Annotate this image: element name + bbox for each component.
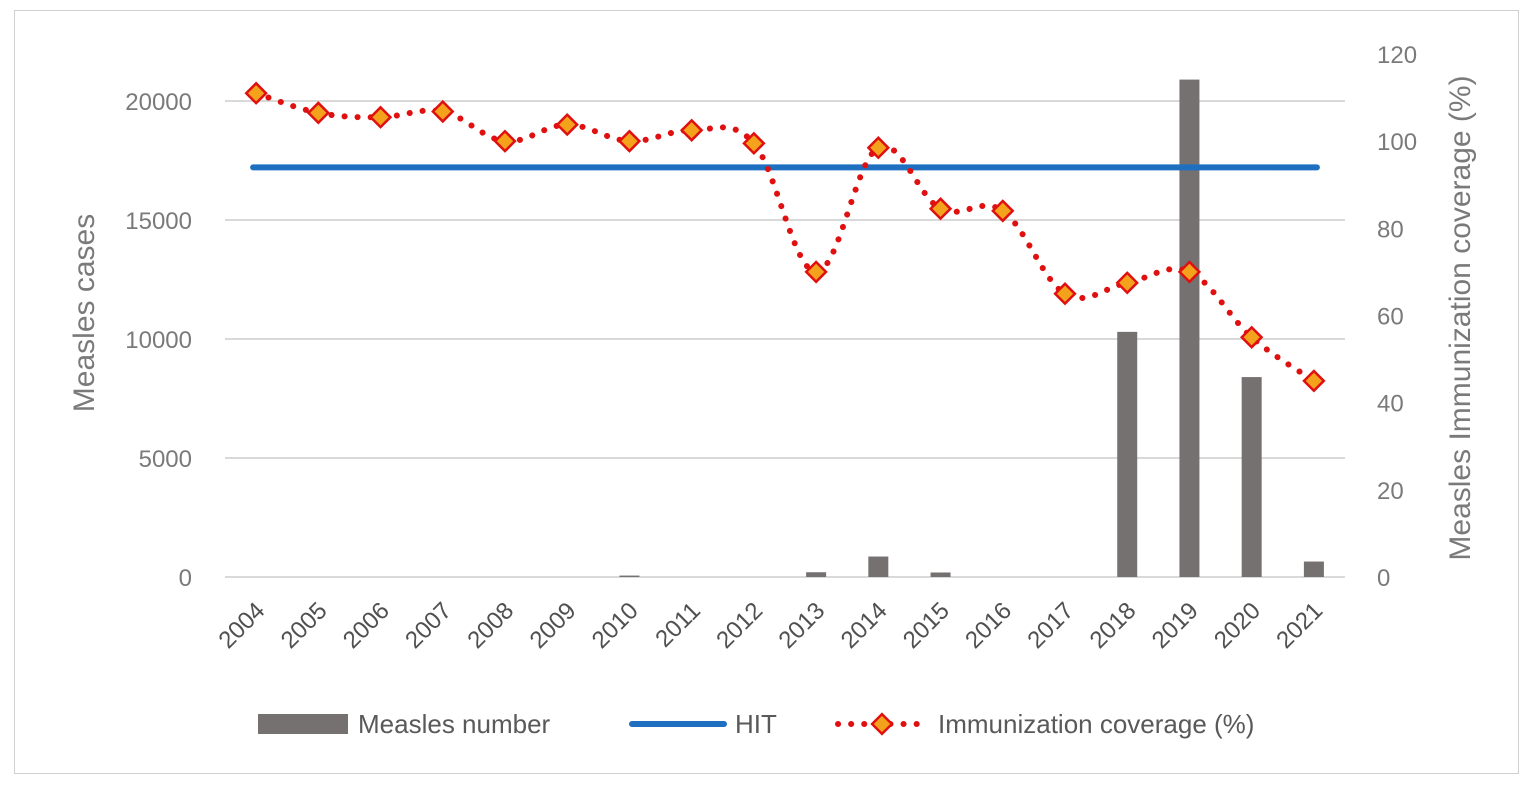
y2-tick-label: 20 (1377, 478, 1404, 505)
x-tick-label: 2013 (774, 597, 831, 654)
y-tick-label: 10000 (125, 327, 192, 354)
x-tick-label: 2018 (1085, 597, 1142, 654)
immunization-marker (368, 105, 393, 129)
immunization-marker (804, 260, 828, 284)
x-tick-label: 2016 (960, 597, 1017, 654)
markers (244, 81, 1326, 393)
x-tick-label: 2012 (711, 597, 768, 654)
immunization-marker (1177, 260, 1202, 284)
bar (619, 575, 640, 577)
bar (930, 572, 951, 577)
chart-frame (14, 10, 1519, 774)
y-tick-label: 0 (179, 565, 192, 592)
y2-tick-label: 60 (1377, 304, 1404, 331)
x-tick-label: 2010 (587, 597, 644, 654)
legend-label-immunization: Immunization coverage (%) (938, 709, 1254, 739)
x-tick-label: 2017 (1022, 597, 1079, 654)
x-tick-label: 2007 (400, 597, 457, 654)
gridlines (225, 100, 1345, 578)
bar (1117, 331, 1138, 577)
y-axis-ticks: 0 5000 10000 15000 20000 (125, 89, 192, 592)
immunization-marker (1239, 325, 1264, 349)
x-tick-label: 2006 (338, 597, 395, 654)
immunization-marker (493, 129, 517, 153)
immunization-marker (555, 112, 579, 137)
y2-tick-label: 0 (1377, 565, 1390, 592)
bar (1303, 561, 1324, 577)
immunization-marker (866, 136, 891, 160)
immunization-marker (991, 199, 1015, 223)
x-tick-label: 2005 (276, 597, 333, 654)
lines (250, 90, 1320, 384)
y-axis-title: Measles cases (68, 214, 101, 412)
y2-axis-title: Measles Immunization coverage (%) (1444, 75, 1477, 560)
y2-tick-label: 120 (1377, 42, 1417, 69)
legend-swatch-immunization-marker (870, 712, 894, 736)
x-tick-label: 2015 (898, 597, 955, 654)
immunization-marker (617, 129, 642, 153)
immunization-marker (742, 131, 766, 156)
bar (806, 572, 827, 577)
legend-swatch-measles-number (258, 714, 348, 734)
y2-axis-ticks: 0 20 40 60 80 100 120 (1377, 42, 1417, 592)
x-tick-label: 2019 (1147, 597, 1204, 654)
x-tick-label: 2020 (1209, 597, 1266, 654)
y-tick-label: 15000 (125, 208, 192, 235)
legend: Measles number HIT Immunization coverage… (258, 709, 1254, 739)
immunization-marker (306, 101, 331, 125)
x-tick-label: 2011 (650, 597, 706, 653)
y-tick-label: 20000 (125, 89, 192, 116)
x-axis-ticks: 2004 2005 2006 2007 2008 2009 2010 2011 2012 2013… (214, 597, 1329, 654)
immunization-coverage-line (253, 90, 1317, 384)
immunization-marker (679, 118, 704, 142)
immunization-marker (1302, 369, 1326, 393)
x-tick-label: 2021 (1271, 597, 1328, 654)
y2-tick-label: 40 (1377, 391, 1404, 418)
x-tick-label: 2008 (462, 597, 519, 654)
x-tick-label: 2009 (525, 597, 582, 654)
y2-tick-label: 80 (1377, 216, 1404, 243)
bars (619, 79, 1324, 577)
immunization-marker (1053, 282, 1077, 306)
immunization-marker (431, 99, 455, 124)
bar (1179, 79, 1200, 577)
y-tick-label: 5000 (139, 446, 192, 473)
legend-label-hit: HIT (735, 709, 777, 739)
legend-label-measles-number: Measles number (358, 709, 551, 739)
y2-tick-label: 100 (1377, 129, 1417, 156)
immunization-marker (1115, 271, 1139, 295)
immunization-marker (928, 197, 953, 221)
immunization-marker (244, 81, 268, 105)
x-tick-label: 2014 (836, 597, 893, 654)
bar (868, 556, 889, 577)
x-tick-label: 2004 (214, 597, 271, 654)
bar (1241, 377, 1262, 577)
